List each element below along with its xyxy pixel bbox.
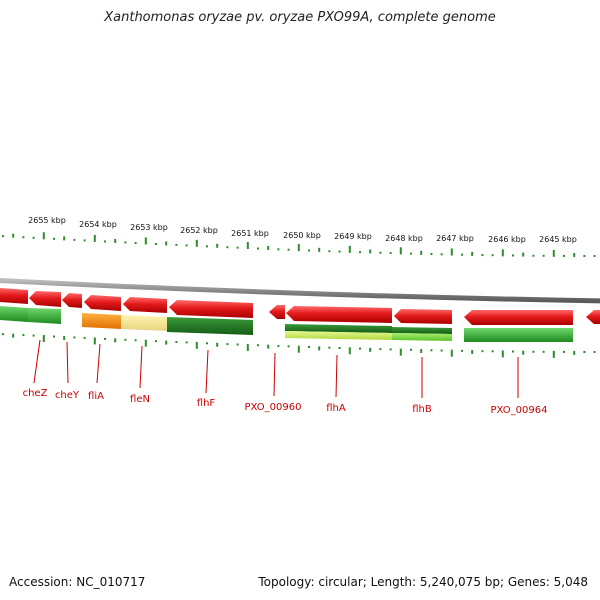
gene-leader-line	[205, 349, 209, 394]
gene-leader-line	[273, 352, 276, 397]
scale-label: 2648 kbp	[385, 234, 423, 243]
feature-track	[0, 288, 600, 325]
scale-label: 2652 kbp	[180, 226, 218, 235]
feature-arrow[interactable]	[586, 310, 600, 324]
scale-label: 2650 kbp	[283, 231, 321, 240]
gene-label: PXO_00964	[491, 405, 548, 416]
feature-arrow[interactable]	[394, 309, 452, 324]
scale-labels: 2655 kbp 2654 kbp 2653 kbp 2652 kbp 2651…	[28, 216, 577, 244]
genome-backbone	[0, 278, 600, 304]
expression-bar	[464, 328, 573, 342]
feature-arrow[interactable]	[62, 293, 82, 308]
scale-label: 2649 kbp	[334, 232, 372, 241]
scale-label: 2651 kbp	[231, 229, 269, 238]
gene-cheZ[interactable]: cheZ	[23, 339, 48, 399]
expression-bar	[392, 333, 452, 341]
expression-bar	[0, 306, 28, 322]
gene-flhB[interactable]: flhB	[412, 357, 432, 415]
gene-cheY[interactable]: cheY	[55, 341, 80, 401]
gene-label: fliA	[88, 391, 104, 402]
gene-label: flhA	[326, 403, 346, 414]
feature-arrow[interactable]	[269, 305, 285, 319]
scale-ticks-upper	[2, 232, 596, 257]
gene-label: flhB	[412, 404, 432, 415]
expression-track	[0, 306, 573, 342]
feature-arrow[interactable]	[464, 310, 573, 325]
scale-label: 2653 kbp	[130, 223, 168, 232]
scale-label: 2646 kbp	[488, 235, 526, 244]
feature-arrow[interactable]	[29, 291, 61, 307]
gene-leader-line	[139, 345, 143, 389]
scale-label: 2654 kbp	[79, 220, 117, 229]
gene-label: fleN	[130, 394, 150, 405]
gene-label: cheY	[55, 390, 80, 401]
gene-fleN[interactable]: fleN	[130, 345, 150, 405]
expression-bar	[285, 331, 392, 340]
expression-bar	[28, 308, 61, 324]
gene-label: flhF	[197, 398, 216, 409]
feature-arrow[interactable]	[84, 295, 121, 311]
scale-label: 2647 kbp	[436, 234, 474, 243]
expression-bar	[167, 317, 253, 335]
feature-arrow[interactable]	[0, 288, 28, 304]
gene-leader-line	[66, 341, 69, 384]
expression-bar	[392, 327, 452, 334]
gene-labels: cheZ cheY fliA fleN flhF PXO_00960 flhA	[23, 339, 548, 416]
feature-arrow[interactable]	[286, 306, 392, 323]
feature-arrow[interactable]	[123, 297, 167, 313]
accession-text: Accession: NC_010717	[9, 575, 146, 589]
gene-leader-line	[335, 354, 338, 398]
gene-label: PXO_00960	[245, 402, 302, 413]
gene-flhA[interactable]: flhA	[326, 354, 346, 414]
map-title: Xanthomonas oryzae pv. oryzae PXO99A, co…	[104, 10, 496, 25]
gene-leader-line	[96, 343, 101, 384]
gene-PXO_00964[interactable]: PXO_00964	[491, 357, 548, 416]
gene-fliA[interactable]: fliA	[88, 343, 104, 402]
expression-bar	[121, 315, 167, 331]
gene-label: cheZ	[23, 388, 48, 399]
scale-label: 2655 kbp	[28, 216, 66, 225]
gene-leader-line	[33, 339, 41, 384]
gene-PXO_00960[interactable]: PXO_00960	[245, 352, 302, 413]
scale-label: 2645 kbp	[539, 235, 577, 244]
topology-text: Topology: circular; Length: 5,240,075 bp…	[258, 575, 588, 589]
scale-ticks-lower	[2, 333, 596, 358]
feature-arrow[interactable]	[169, 300, 253, 318]
expression-bar	[82, 313, 121, 329]
gene-flhF[interactable]: flhF	[197, 349, 216, 409]
expression-bar	[285, 324, 392, 333]
